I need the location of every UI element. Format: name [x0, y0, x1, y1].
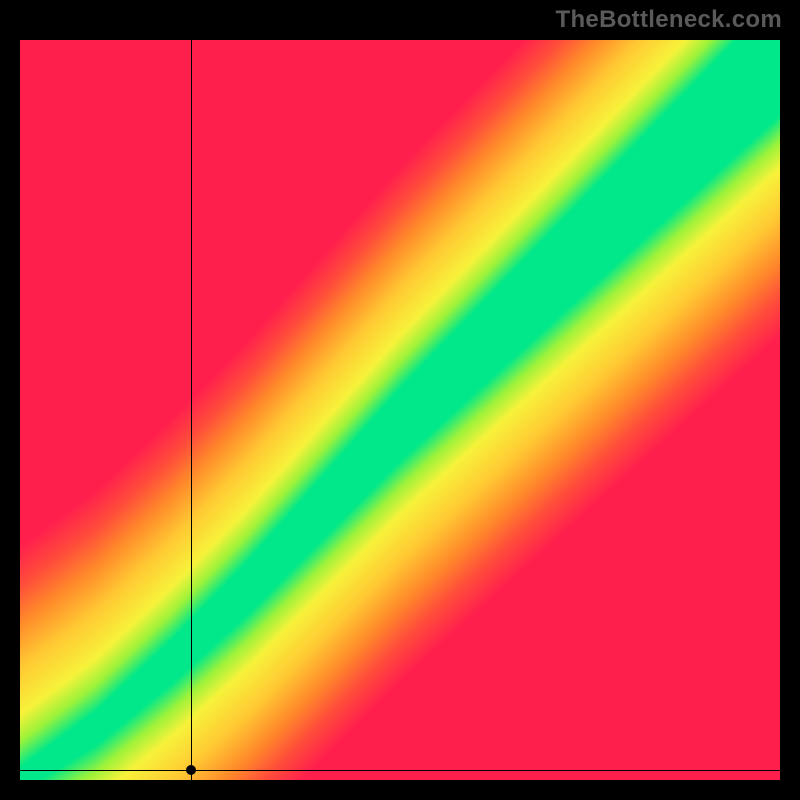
- crosshair-vertical: [191, 40, 192, 780]
- chart-container: TheBottleneck.com: [0, 0, 800, 800]
- heatmap-plot: [20, 40, 780, 780]
- crosshair-horizontal: [20, 770, 780, 771]
- crosshair-marker-dot: [186, 765, 196, 775]
- watermark-label: TheBottleneck.com: [556, 6, 782, 34]
- heatmap-canvas: [20, 40, 780, 780]
